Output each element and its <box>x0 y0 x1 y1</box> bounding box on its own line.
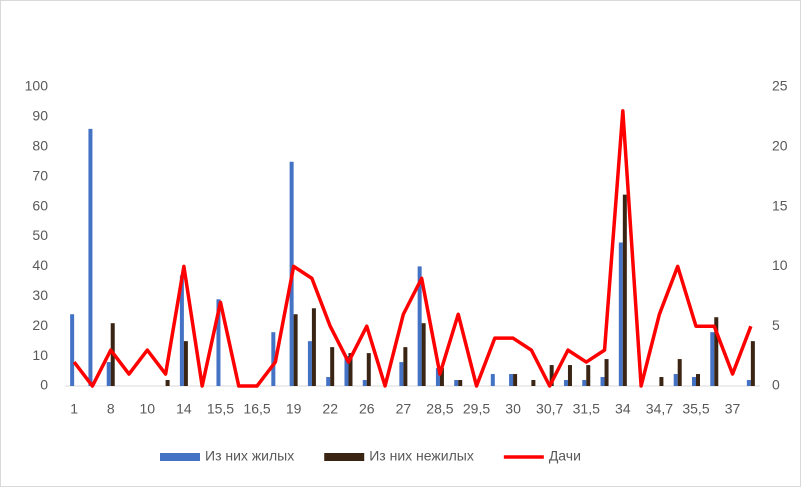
x-tick-label: 26 <box>359 401 375 417</box>
bar <box>216 299 221 386</box>
bar <box>330 347 335 386</box>
bar <box>348 353 353 386</box>
bar <box>618 242 623 386</box>
x-tick-label: 29,5 <box>463 401 490 417</box>
legend-label: Из них жилых <box>205 448 294 464</box>
x-tick-label: 37 <box>725 401 741 417</box>
bar <box>70 314 75 386</box>
line <box>72 109 753 388</box>
bar <box>691 377 696 386</box>
x-tick-label: 30,7 <box>536 401 563 417</box>
x-tick-label: 1 <box>70 401 78 417</box>
bar <box>271 332 276 386</box>
y2-tick-label: 0 <box>772 377 780 393</box>
x-tick-label: 8 <box>107 401 115 417</box>
x-tick-label: 31,5 <box>573 401 600 417</box>
bar <box>362 380 367 386</box>
y-tick-label: 20 <box>32 317 48 333</box>
bar <box>165 380 170 386</box>
bar <box>435 368 440 386</box>
bar <box>677 359 682 386</box>
bar <box>490 374 495 386</box>
bar <box>326 377 331 386</box>
bar <box>750 341 755 386</box>
y2-tick-label: 5 <box>772 317 780 333</box>
y2-tick-label: 10 <box>772 257 788 273</box>
bar <box>399 362 404 386</box>
y2-tick-label: 20 <box>772 138 788 154</box>
y-tick-label: 50 <box>32 227 48 243</box>
bar <box>403 347 408 386</box>
bar <box>659 377 664 386</box>
bar <box>106 362 111 386</box>
y-tick-label: 10 <box>32 347 48 363</box>
x-tick-label: 34,7 <box>646 401 673 417</box>
bar <box>582 380 587 386</box>
x-tick-label: 27 <box>396 401 412 417</box>
bar <box>366 353 371 386</box>
bar <box>421 323 426 386</box>
bar <box>604 359 609 386</box>
y-tick-label: 60 <box>32 197 48 213</box>
bar <box>417 266 422 386</box>
bar <box>179 275 184 386</box>
bar <box>567 365 572 386</box>
bar <box>710 332 715 386</box>
x-tick-label: 10 <box>140 401 156 417</box>
bar <box>439 368 444 386</box>
x-tick-label: 16,5 <box>243 401 270 417</box>
bar <box>509 374 514 386</box>
x-tick-label: 28,5 <box>426 401 453 417</box>
bar <box>293 314 298 386</box>
bar <box>563 380 568 386</box>
y-tick-label: 0 <box>40 377 48 393</box>
x-tick-label: 30 <box>505 401 521 417</box>
x-tick-label: 22 <box>322 401 338 417</box>
x-tick-label: 35,5 <box>682 401 709 417</box>
y-tick-label: 80 <box>32 138 48 154</box>
legend-swatch <box>324 453 365 461</box>
bar <box>513 374 518 386</box>
legend-label: Из них нежилых <box>369 448 474 464</box>
bar <box>586 365 591 386</box>
bar <box>695 374 700 386</box>
y-tick-label: 100 <box>25 78 49 94</box>
bar <box>714 317 719 386</box>
bar <box>307 341 312 386</box>
bar <box>454 380 459 386</box>
bar <box>183 341 188 386</box>
bar <box>344 356 349 386</box>
bar <box>88 128 93 387</box>
y-tick-label: 70 <box>32 167 48 183</box>
bar <box>531 380 536 386</box>
y2-tick-label: 25 <box>772 78 788 94</box>
y2-tick-label: 15 <box>772 197 788 213</box>
x-tick-label: 19 <box>286 401 302 417</box>
bar <box>622 194 627 386</box>
bar <box>311 308 316 386</box>
legend-label: Дачи <box>549 448 581 464</box>
y-tick-label: 30 <box>32 287 48 303</box>
y-tick-label: 40 <box>32 257 48 273</box>
x-tick-label: 14 <box>176 401 192 417</box>
x-tick-label: 34 <box>615 401 631 417</box>
legend-swatch <box>160 453 200 461</box>
x-tick-label: 15,5 <box>207 401 234 417</box>
bar <box>600 377 605 386</box>
bar <box>458 380 463 386</box>
bar <box>746 380 751 386</box>
bar <box>673 374 678 386</box>
y-tick-label: 90 <box>32 108 48 124</box>
bar <box>549 365 554 386</box>
